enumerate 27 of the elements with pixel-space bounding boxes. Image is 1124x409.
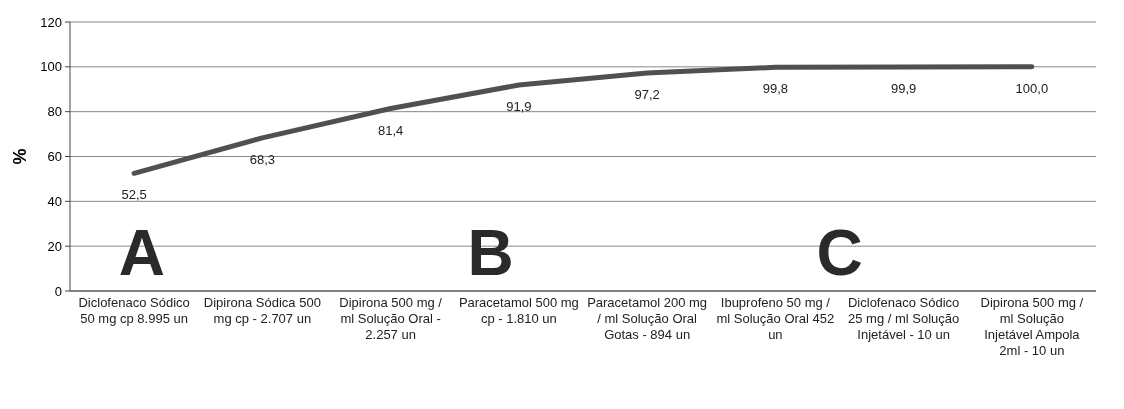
- y-tick-label: 20: [47, 238, 62, 254]
- y-tick-label: 0: [54, 283, 62, 299]
- x-tick-label: Dipirona 500 mg / ml Solução Injetável Ampola 2ml - 10 un: [980, 295, 1084, 358]
- annotation: A: [118, 217, 165, 290]
- x-tick-label: Paracetamol 200 mg / ml Solução Oral Gotas - 894 un: [587, 295, 708, 342]
- data-label: 99,8: [762, 81, 789, 97]
- y-axis-title: %: [10, 148, 30, 165]
- y-tick-label: 60: [47, 149, 62, 165]
- y-tick-label: 40: [47, 193, 62, 209]
- data-label: 52,5: [121, 187, 147, 203]
- x-tick-label: Dipirona 500 mg / ml Solução Oral - 2.257 un: [339, 295, 443, 342]
- y-tick-label: 100: [40, 59, 62, 75]
- data-label: 91,9: [506, 98, 532, 114]
- data-label: 100,0: [1015, 80, 1049, 96]
- x-tick-label: Paracetamol 500 mg cp - 1.810 un: [458, 295, 579, 326]
- data-label: 99,9: [890, 81, 917, 97]
- data-label: 68,3: [249, 151, 276, 167]
- annotation: B: [467, 217, 514, 290]
- y-tick-label: 80: [47, 104, 62, 120]
- annotation: C: [816, 217, 863, 290]
- data-label: 97,2: [634, 87, 660, 103]
- x-tick-label: Dipirona Sódica 500 mg cp - 2.707 un: [203, 295, 321, 326]
- x-tick-label: Diclofenaco Sódico 50 mg cp 8.995 un: [78, 295, 190, 326]
- x-tick-label: Ibuprofeno 50 mg / ml Solução Oral 452 un: [716, 295, 835, 342]
- data-label: 81,4: [377, 122, 404, 138]
- x-tick-label: Diclofenaco Sódico 25 mg / ml Solução Injetável - 10 un: [847, 295, 960, 342]
- y-tick-label: 120: [40, 14, 62, 30]
